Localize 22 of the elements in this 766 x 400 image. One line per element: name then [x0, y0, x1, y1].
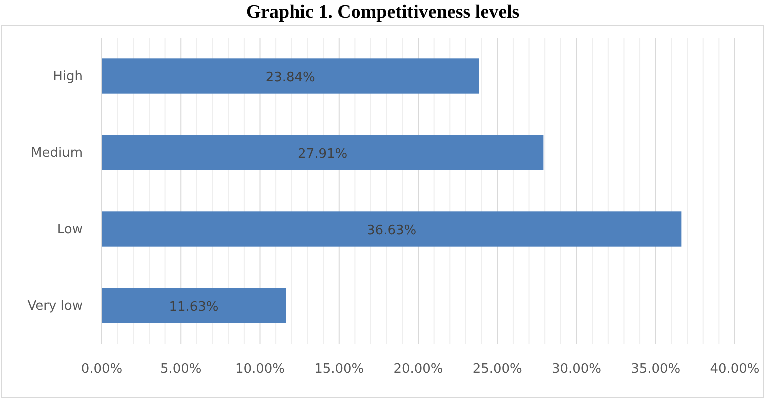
x-tick-label: 0.00% — [81, 362, 123, 377]
y-tick-label: High — [53, 69, 83, 84]
x-tick-label: 20.00% — [394, 362, 444, 377]
x-tick-label: 15.00% — [314, 362, 364, 377]
chart-title: Graphic 1. Competitiveness levels — [246, 2, 520, 23]
y-tick-label: Low — [57, 222, 84, 238]
x-tick-label: 40.00% — [710, 362, 760, 377]
bar — [102, 212, 682, 247]
bar — [102, 288, 286, 324]
bar — [102, 135, 544, 170]
data-label: 23.84% — [266, 70, 316, 86]
data-label: 11.63% — [169, 300, 219, 315]
y-tick-label: Very low — [28, 298, 84, 314]
x-tick-label: 5.00% — [160, 362, 202, 377]
x-tick-label: 10.00% — [235, 362, 286, 377]
x-tick-label: 35.00% — [631, 362, 681, 377]
y-tick-label: Medium — [31, 146, 83, 161]
bar — [102, 58, 480, 94]
x-tick-label: 25.00% — [472, 362, 522, 377]
x-tick-label: 30.00% — [552, 362, 602, 377]
data-label: 27.91% — [298, 146, 348, 162]
data-label: 36.63% — [367, 223, 417, 238]
